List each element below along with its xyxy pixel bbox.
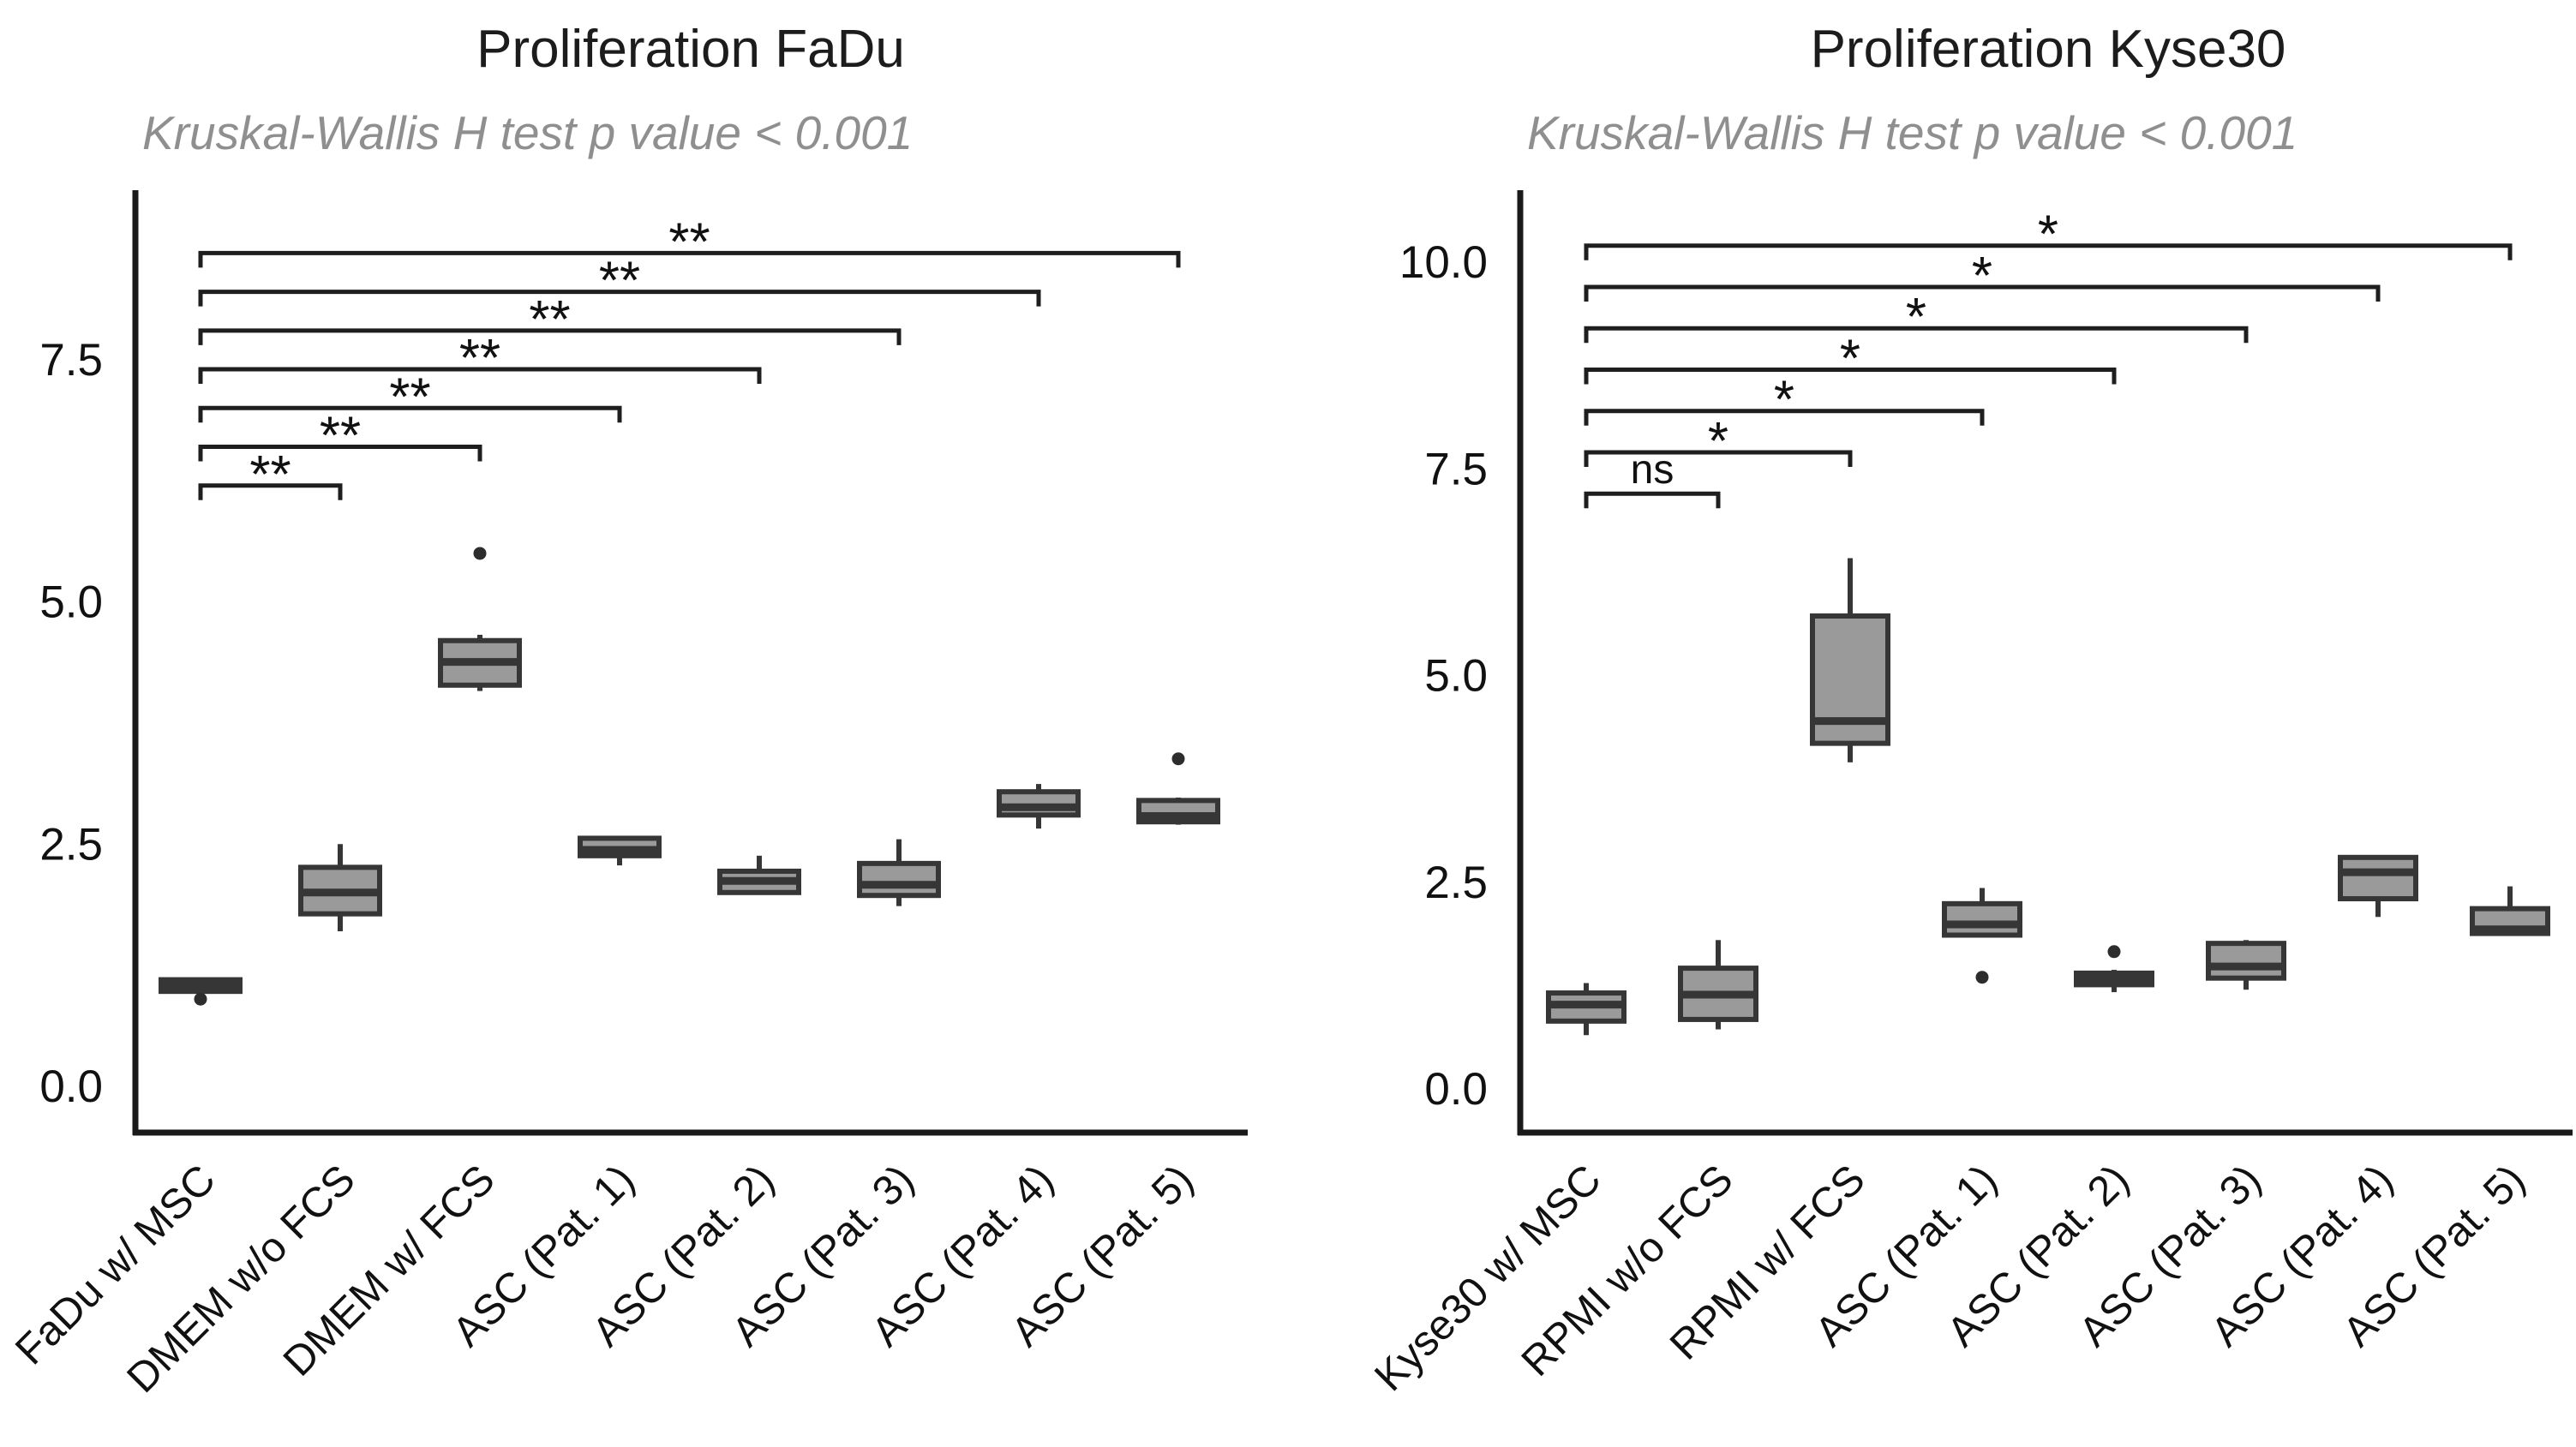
significance-label: **	[668, 212, 710, 272]
significance-bracket: *	[1584, 206, 2513, 265]
significance-bracket: *	[1584, 288, 2249, 347]
chart-title: Proliferation FaDu	[476, 20, 905, 79]
box-kyse30-w-msc	[1546, 983, 1626, 1036]
bracket-line	[198, 328, 902, 345]
bracket-line	[198, 290, 1041, 307]
x-category-label-kyse30-w-msc: Kyse30 w/ MSC	[1366, 1157, 1610, 1401]
significance-label: *	[1708, 412, 1728, 471]
significance-bracket: **	[198, 290, 902, 350]
significance-label: **	[249, 445, 291, 505]
significance-bracket: ns	[1584, 447, 1721, 509]
bracket-line	[1584, 284, 2381, 302]
y-tick-label: 10.0	[1399, 237, 1488, 288]
iqr-box	[1942, 900, 2022, 938]
box-asc-pat-5	[1136, 752, 1220, 825]
significance-label: **	[459, 329, 500, 388]
significance-bracket: **	[198, 368, 622, 427]
box-rpmi-w-fcs	[1810, 558, 1890, 762]
bracket-line	[198, 445, 482, 462]
bracket-line	[198, 483, 343, 500]
significance-label: *	[1906, 288, 1926, 347]
box-asc-pat-2	[2074, 945, 2154, 993]
y-tick-label: 2.5	[1424, 858, 1488, 908]
chart-title: Proliferation Kyse30	[1811, 20, 2286, 79]
significance-label: **	[320, 407, 361, 466]
bracket-line	[198, 367, 762, 385]
significance-bracket: *	[1584, 247, 2381, 306]
iqr-box	[857, 860, 941, 899]
chart-subtitle: Kruskal-Wallis H test p value < 0.001	[1527, 106, 2297, 159]
bracket-line	[1584, 450, 1853, 467]
box-asc-pat-5	[2470, 886, 2550, 936]
bracket-line	[198, 250, 1181, 268]
significance-label: **	[599, 252, 640, 311]
significance-bracket: *	[1584, 371, 1985, 430]
outlier-point	[1171, 752, 1185, 766]
iqr-box	[2206, 941, 2286, 981]
significance-bracket: **	[198, 329, 762, 388]
bracket-line	[1584, 409, 1985, 426]
significance-bracket: *	[1584, 329, 2117, 388]
significance-bracket: **	[198, 407, 482, 466]
proliferation-fadu-chart: Proliferation FaDu Kruskal-Wallis H test …	[7, 20, 1248, 1402]
box-asc-pat-3	[2206, 940, 2286, 990]
significance-label: ns	[1631, 447, 1674, 493]
box-asc-pat-3	[857, 839, 941, 906]
y-tick-label: 5.0	[1424, 651, 1488, 702]
significance-label: **	[389, 368, 430, 427]
significance-label: *	[1840, 329, 1860, 388]
bracket-line	[1584, 243, 2513, 260]
outlier-point	[2107, 945, 2121, 959]
y-tick-label: 2.5	[39, 819, 103, 870]
bracket-line	[1584, 326, 2249, 344]
y-tick-label: 0.0	[1424, 1064, 1488, 1115]
iqr-box	[997, 789, 1081, 818]
box-fadu-w-msc	[159, 977, 243, 1006]
proliferation-kyse30-chart: Proliferation Kyse30 Kruskal-Wallis H tes…	[1320, 0, 2576, 1447]
bracket-line	[1584, 367, 2117, 385]
iqr-box	[2338, 854, 2418, 902]
significance-bracket: **	[198, 212, 1181, 272]
y-tick-label: 0.0	[39, 1061, 103, 1112]
box-rpmi-w-o-fcs	[1678, 940, 1758, 1030]
outlier-point	[473, 547, 487, 560]
box-asc-pat-4	[997, 784, 1081, 829]
significance-bracket: *	[1584, 412, 1853, 471]
significance-label: *	[1774, 371, 1794, 430]
boxplot-svg: Proliferation FaDu Kruskal-Wallis H test …	[7, 20, 1248, 1402]
box-asc-pat-1	[578, 835, 662, 866]
box-asc-pat-2	[717, 855, 801, 895]
bracket-line	[198, 405, 622, 423]
bracket-line	[1584, 491, 1721, 509]
box-asc-pat-1	[1942, 888, 2022, 984]
y-tick-label: 7.5	[39, 335, 103, 386]
outlier-point	[194, 992, 207, 1006]
box-asc-pat-4	[2338, 854, 2418, 918]
box-dmem-w-o-fcs	[298, 844, 382, 932]
y-tick-label: 5.0	[39, 577, 103, 628]
significance-label: **	[529, 290, 570, 350]
significance-label: *	[1972, 247, 1992, 306]
outlier-point	[1975, 971, 1989, 984]
significance-bracket: **	[198, 252, 1041, 311]
boxplot-svg: Proliferation Kyse30 Kruskal-Wallis H tes…	[1366, 20, 2573, 1401]
y-tick-label: 7.5	[1424, 444, 1488, 494]
significance-label: *	[2038, 206, 2058, 265]
box-dmem-w-fcs	[438, 547, 522, 691]
significance-bracket: **	[198, 445, 343, 505]
chart-subtitle: Kruskal-Wallis H test p value < 0.001	[142, 106, 913, 159]
